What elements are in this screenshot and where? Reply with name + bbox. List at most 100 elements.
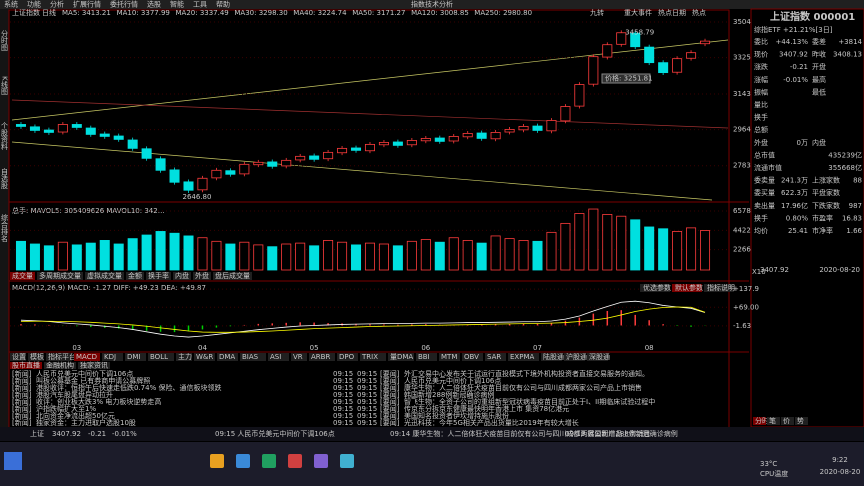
taskbar-icon[interactable] (236, 454, 250, 468)
news-text[interactable]: 港股收评：恒指午后快速走低跌0.74% 保险、通信板块领跌 (36, 383, 221, 392)
news-tag[interactable]: [新闻] (12, 376, 32, 385)
news-tag[interactable]: [要闻] (380, 404, 400, 413)
indicator-tab[interactable]: 深股通 (589, 352, 610, 361)
taskbar-icon[interactable] (288, 454, 302, 468)
indicator-tab[interactable]: 陆股通 (543, 352, 564, 361)
news-text[interactable]: 康华生物：人二倍体狂犬疫苗目前仅有公司与四川成都两家公司产品上市销售 (404, 383, 642, 392)
news-tag[interactable]: [新闻] (12, 397, 32, 406)
news-tag[interactable]: [新闻] (12, 369, 32, 378)
indicator-tab[interactable]: ASI (270, 353, 281, 361)
taskbar-icon[interactable] (314, 454, 328, 468)
indicator-tab[interactable]: DMA (219, 353, 235, 361)
quote-button[interactable]: 势 (797, 416, 804, 425)
news-tag[interactable]: [要闻] (380, 411, 400, 420)
news-tag[interactable]: [新闻] (12, 383, 32, 392)
menu-item[interactable]: 委托行情 (110, 0, 138, 9)
sidebar-tab[interactable]: 自选股 (1, 167, 9, 190)
volume-tab[interactable]: 多周期成交量 (39, 271, 81, 280)
news-text[interactable]: 北向资金净流出超50亿元 (36, 411, 115, 420)
indicator-tab[interactable]: 沪股通 (566, 352, 587, 361)
top-tab[interactable]: 九转 (590, 8, 604, 17)
indicator-tab[interactable]: 设置 (12, 352, 26, 361)
news-text[interactable]: 收评：创业板大跌3% 电力板块逆势走高 (36, 397, 161, 406)
menu-item[interactable]: 功能 (27, 0, 41, 9)
menu-item[interactable]: 分析 (50, 0, 64, 9)
volume-tab[interactable]: 换手率 (148, 271, 169, 280)
indicator-tab[interactable]: W&R (196, 353, 213, 361)
news-tag[interactable]: [要闻] (380, 397, 400, 406)
indicator-tab[interactable]: 主力 (178, 352, 192, 361)
news-text[interactable]: 人民币兑美元中间价下调106点 (36, 369, 133, 378)
sidebar-tab[interactable]: 分时图 (1, 29, 9, 52)
indicator-tab[interactable]: SAR (487, 353, 501, 361)
news-text[interactable]: 美国知名投资者伊坎增持施乐股份 (404, 411, 509, 420)
news-text[interactable]: 人民币兑美元中间价下调106点 (404, 376, 501, 385)
news-text[interactable]: 港股汽车股尾盘异动拉升 (36, 390, 113, 399)
indicator-tab[interactable]: 模板 (30, 352, 44, 361)
quote-button[interactable]: 笔 (769, 416, 776, 425)
volume-tab[interactable]: 虚拟成交量 (87, 271, 122, 280)
menu-item[interactable]: 智能 (170, 0, 184, 9)
macd-button[interactable]: 优选参数 (643, 283, 671, 292)
macd-button[interactable]: 指标说明 (707, 283, 735, 292)
indicator-tab[interactable]: MACD (76, 353, 97, 361)
indicator-tab[interactable]: 量DMA (390, 353, 413, 361)
volume-tab[interactable]: 外盘 (195, 271, 209, 280)
indicator-tab[interactable]: 指标平台 (48, 352, 76, 361)
indicator-tab[interactable]: KDJ (104, 353, 116, 361)
volume-tab[interactable]: 盘后成交量 (215, 271, 250, 280)
news-tag[interactable]: [新闻] (12, 418, 32, 427)
menu-item[interactable]: 系统 (4, 0, 18, 9)
news-text[interactable]: 传京东分拆京东健康最快明年香港上市 集资78亿港元 (404, 404, 569, 413)
menu-item[interactable]: 工具 (193, 1, 207, 9)
macd-button[interactable]: 默认参数 (675, 283, 703, 292)
volume-tab[interactable]: 金额 (128, 271, 142, 280)
news-tab[interactable]: 股市直播 (12, 361, 40, 370)
menu-item[interactable]: 选股 (147, 0, 161, 9)
news-tag[interactable]: [要闻] (380, 369, 400, 378)
volume-tab[interactable]: 成交量 (12, 271, 33, 280)
news-tab[interactable]: 独家资讯 (80, 361, 108, 370)
indicator-tab[interactable]: TRIX (361, 353, 378, 361)
news-text[interactable]: 光迅科技：今年5G相关产品出货量比2019年有较大增长 (404, 418, 579, 427)
news-text[interactable]: 韩国新增288例新冠确诊病例 (404, 390, 494, 399)
indicator-tab[interactable]: EXPMA (510, 353, 534, 361)
indicator-tab[interactable]: MTM (441, 353, 457, 361)
top-tab[interactable]: 重大事件 (624, 8, 652, 17)
news-text[interactable]: 独家资金：主力进取户选股10股 (36, 418, 136, 427)
sidebar-tab[interactable]: 个股资料 (1, 122, 9, 151)
menu-item[interactable]: 帮助 (216, 0, 230, 9)
news-tag[interactable]: [要闻] (380, 418, 400, 427)
news-tag[interactable]: [要闻] (380, 390, 400, 399)
news-text[interactable]: 叫板公募基金 已有券商申请公募牌照 (36, 376, 150, 385)
quote-button[interactable]: 价 (783, 417, 790, 425)
news-tag[interactable]: [新闻] (12, 411, 32, 420)
news-tab[interactable]: 金融机构 (46, 361, 74, 370)
indicator-tab[interactable]: BIAS (242, 353, 259, 361)
news-text[interactable]: 沪指跌幅扩大至1% (36, 404, 96, 413)
indicator-tab[interactable]: BOLL (150, 353, 168, 361)
top-tab[interactable]: 热点日期 (658, 8, 686, 17)
indicator-tab[interactable]: DPO (339, 353, 355, 361)
top-tab[interactable]: 热点 (692, 8, 706, 17)
volume-tab[interactable]: 内盘 (175, 271, 189, 280)
taskbar-icon[interactable] (340, 454, 354, 468)
indicator-tab[interactable]: ARBR (311, 353, 330, 361)
indicator-tab[interactable]: DMI (127, 353, 141, 361)
news-tag[interactable]: [新闻] (12, 390, 32, 399)
taskbar-icon[interactable] (210, 454, 224, 468)
news-tag[interactable]: [要闻] (380, 376, 400, 385)
indicator-tab[interactable]: OBV (464, 353, 479, 361)
news-text[interactable]: 智飞生物：全资子公司的重组新型冠状病毒疫苗目前正处于I、II期临床试验过程中 (404, 397, 655, 406)
sidebar-tab[interactable]: K线图 (1, 76, 9, 96)
news-tag[interactable]: [新闻] (12, 404, 32, 413)
indicator-tab[interactable]: BBI (418, 353, 430, 361)
news-tag[interactable]: [要闻] (380, 383, 400, 392)
news-text[interactable]: 外汇交易中心发布关于试运行直投模式下境外机构投资者直接交易服务的通知。 (404, 369, 649, 378)
taskbar-icon[interactable] (262, 454, 276, 468)
quote-button[interactable]: 分时 (755, 416, 769, 425)
sidebar-tab[interactable]: 综合排名 (1, 213, 9, 243)
start-button[interactable] (4, 452, 22, 470)
menu-item[interactable]: 扩展行情 (73, 0, 101, 9)
indicator-tab[interactable]: VR (293, 353, 303, 361)
